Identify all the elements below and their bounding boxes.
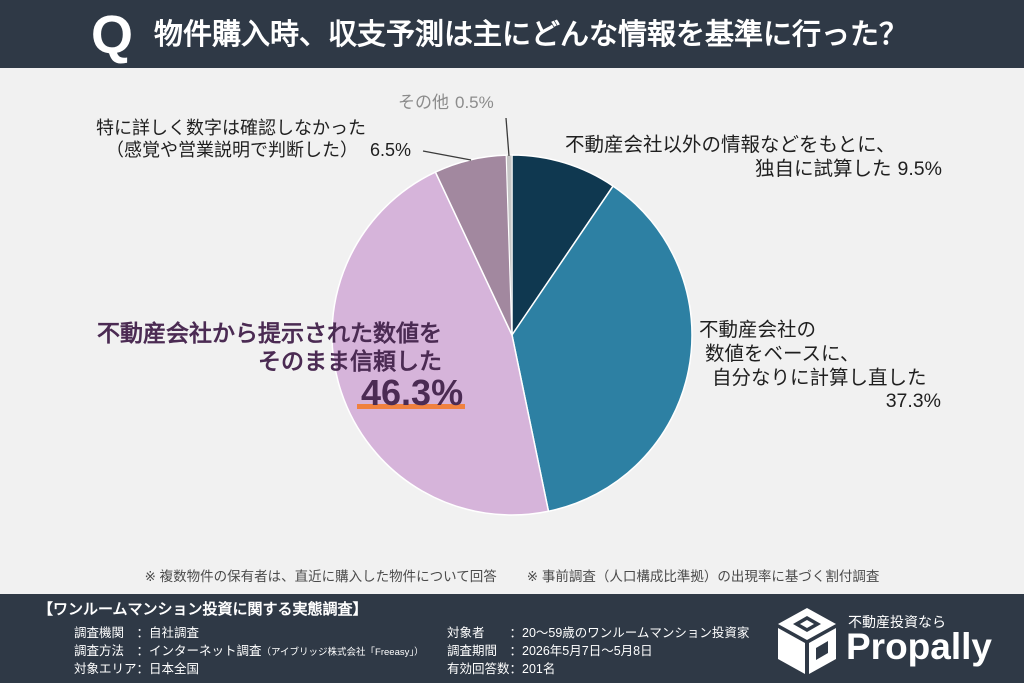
label-not-checked-line-1: 特に詳しく数字は確認しなかった — [96, 118, 366, 138]
survey-value: ：20～59歳のワンルームマンション投資家 — [509, 626, 750, 640]
brand-name: Propally — [846, 626, 992, 667]
survey-row-target: 対象者 ：20～59歳のワンルームマンション投資家 — [447, 624, 749, 642]
survey-row-area: 対象エリア ：日本全国 — [74, 660, 424, 678]
survey-label: 調査方法 — [74, 644, 125, 658]
value-other: 0.5% — [455, 93, 494, 112]
label-trusted-line-2: そのまま信頼した — [258, 348, 442, 374]
highlight-underline — [357, 404, 465, 409]
survey-heading: 【ワンルームマンション投資に関する実態調査】 — [38, 601, 368, 618]
survey-row-responses: 有効回答数 ：201名 — [447, 660, 749, 678]
survey-value: ：インターネット調査 — [136, 644, 262, 658]
footnote-1: ※ 複数物件の保有者は、直近に購入した物件について回答 — [144, 569, 497, 584]
label-recalculated-line-1: 不動産会社の — [699, 319, 817, 341]
survey-details-left: 調査機関 ：自社調査 調査方法 ：インターネット調査 （アイブリッジ株式会社「Free… — [74, 624, 424, 678]
chart-title: 物件購入時、収支予測は主にどんな情報を基準に行った？ — [154, 19, 909, 51]
footnote-2: ※ 事前調査（人口構成比準拠）の出現率に基づく割付調査 — [526, 569, 880, 584]
label-not-checked-line-2: （感覚や営業説明で判断した） 6.5% — [106, 139, 411, 161]
pie-slices — [331, 154, 693, 516]
label-recalculated-line-2: 数値をベースに、 — [705, 343, 860, 365]
pie-slice-trusted-as-is — [331, 171, 550, 516]
value-trusted: 46.3% — [361, 372, 464, 413]
survey-value: ：2026年5月7日～5月8日 — [509, 644, 653, 658]
value-recalculated: 37.3% — [885, 390, 941, 412]
survey-label: 対象者 — [447, 626, 485, 640]
title-bar: Q 物件購入時、収支予測は主にどんな情報を基準に行った？ — [0, 0, 1024, 68]
survey-label: 調査機関 — [74, 626, 125, 640]
label-own-estimate-line-1: 不動産会社以外の情報などをもとに、 — [565, 134, 896, 156]
value-not-checked: 6.5% — [370, 140, 412, 160]
cube-logo-icon — [778, 608, 836, 674]
label-own-estimate-line-2: 独自に試算した 9.5% — [755, 157, 942, 181]
label-other-text: その他 — [398, 93, 449, 112]
pie-slice-own-estimate — [511, 154, 614, 336]
survey-row-agency: 調査機関 ：自社調査 — [74, 624, 424, 642]
label-recalculated-line-3: 自分なりに計算し直した — [712, 367, 927, 389]
survey-label: 有効回答数 — [447, 662, 510, 676]
value-own-estimate: 9.5% — [897, 158, 942, 180]
label-not-checked-text: （感覚や営業説明で判断した） — [106, 140, 358, 160]
footnotes: ※ 複数物件の保有者は、直近に購入した物件について回答 ※ 事前調査（人口構成比準… — [0, 568, 1024, 586]
brand-tagline: 不動産投資なら — [848, 614, 946, 630]
pie-slice-recalculated — [511, 185, 693, 513]
survey-row-period: 調査期間 ：2026年5月7日～5月8日 — [447, 642, 749, 660]
label-trusted-line-1: 不動産会社から提示された数値を — [97, 320, 442, 346]
survey-row-method: 調査方法 ：インターネット調査 （アイブリッジ株式会社「Freeasy」） — [74, 642, 424, 660]
survey-value-note: （アイブリッジ株式会社「Freeasy」） — [261, 647, 424, 658]
leader-line-other — [505, 117, 510, 157]
survey-value: ：201名 — [509, 662, 556, 676]
survey-details-right: 対象者 ：20～59歳のワンルームマンション投資家 調査期間 ：2026年5月7日～… — [447, 624, 749, 678]
survey-value: ：日本全国 — [136, 662, 200, 676]
leader-line-not-checked — [422, 150, 472, 161]
survey-label: 調査期間 — [447, 644, 498, 658]
survey-label: 対象エリア — [74, 662, 137, 676]
label-own-estimate-text: 独自に試算した — [755, 158, 892, 180]
survey-footer: 【ワンルームマンション投資に関する実態調査】 調査機関 ：自社調査 調査方法 ：イン… — [0, 594, 1024, 683]
survey-value: ：自社調査 — [136, 626, 200, 640]
label-other: その他 0.5% — [398, 93, 494, 113]
question-mark: Q — [91, 5, 134, 65]
